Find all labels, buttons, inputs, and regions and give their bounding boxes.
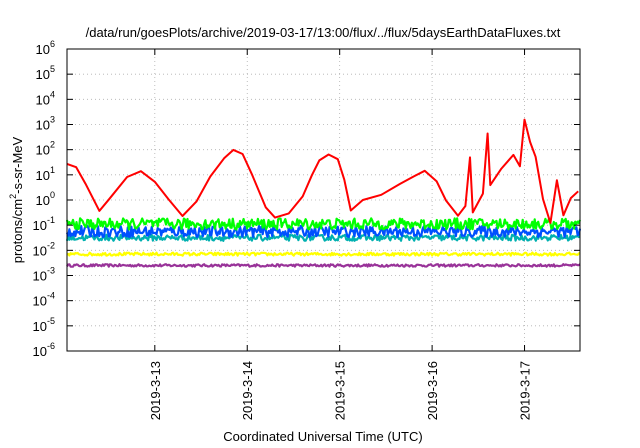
x-tick-label: 2019-3-13 [148, 361, 163, 420]
series-layer [65, 118, 582, 268]
y-tick-exponent: -3 [47, 266, 55, 276]
y-tick-label: 10-6 [33, 341, 55, 359]
y-tick-exponent: 3 [50, 115, 55, 125]
y-tick-label: 100 [36, 190, 55, 208]
y-tick-exponent: 1 [50, 165, 55, 175]
y-tick-exponent: -6 [47, 341, 55, 351]
y-tick-label: 104 [36, 89, 55, 107]
y-tick-label: 101 [36, 165, 55, 183]
series-line [65, 217, 582, 231]
y-tick-base: 10 [36, 143, 50, 158]
series-line [66, 118, 579, 224]
y-tick-label: 10-1 [33, 215, 55, 233]
x-axis-label: Coordinated Universal Time (UTC) [223, 429, 422, 444]
y-tick-base: 10 [36, 92, 50, 107]
y-tick-base: 10 [33, 269, 47, 284]
y-tick-label: 106 [36, 39, 55, 57]
x-tick-label: 2019-3-14 [240, 361, 255, 420]
y-tick-label: 10-3 [33, 266, 55, 284]
y-tick-base: 10 [36, 168, 50, 183]
x-tick-label: 2019-3-15 [333, 361, 348, 420]
y-tick-label: 102 [36, 140, 55, 158]
y-tick-exponent: -1 [47, 215, 55, 225]
y-tick-label: 10-2 [33, 240, 55, 258]
y-tick-base: 10 [33, 344, 47, 359]
tick-layer: 10-610-510-410-310-210-11001011021031041… [33, 39, 580, 420]
y-axis-label-sup: 2 [8, 194, 18, 199]
y-tick-label: 103 [36, 115, 55, 133]
y-axis-label-before: protons/cm [10, 199, 25, 263]
y-axis-label: protons/cm2-s-sr-MeV [8, 136, 25, 263]
y-tick-exponent: 2 [50, 140, 55, 150]
y-tick-exponent: 4 [50, 89, 55, 99]
series-line [65, 233, 581, 242]
y-tick-exponent: 5 [50, 64, 55, 74]
y-axis-label-after: -s-sr-MeV [10, 136, 25, 193]
x-tick-label: 2019-3-17 [518, 361, 533, 420]
y-tick-exponent: 0 [50, 190, 55, 200]
y-tick-exponent: -4 [47, 291, 55, 301]
y-tick-exponent: 6 [50, 39, 55, 49]
y-tick-exponent: -2 [47, 240, 55, 250]
series-line [65, 224, 582, 239]
y-tick-base: 10 [33, 218, 47, 233]
x-tick-label: 2019-3-16 [425, 361, 440, 420]
y-tick-exponent: -5 [47, 316, 55, 326]
series-line [66, 263, 581, 268]
y-tick-label: 105 [36, 64, 55, 82]
y-tick-base: 10 [36, 193, 50, 208]
series-line [66, 251, 581, 257]
y-tick-base: 10 [36, 67, 50, 82]
y-tick-label: 10-4 [33, 291, 55, 309]
y-tick-label: 10-5 [33, 316, 55, 334]
plot-frame [66, 48, 581, 352]
y-tick-base: 10 [36, 42, 50, 57]
y-tick-base: 10 [33, 294, 47, 309]
y-tick-base: 10 [33, 319, 47, 334]
chart-title: /data/run/goesPlots/archive/2019-03-17/1… [86, 25, 561, 40]
y-tick-base: 10 [33, 243, 47, 258]
y-tick-base: 10 [36, 118, 50, 133]
grid-lines [67, 49, 580, 351]
